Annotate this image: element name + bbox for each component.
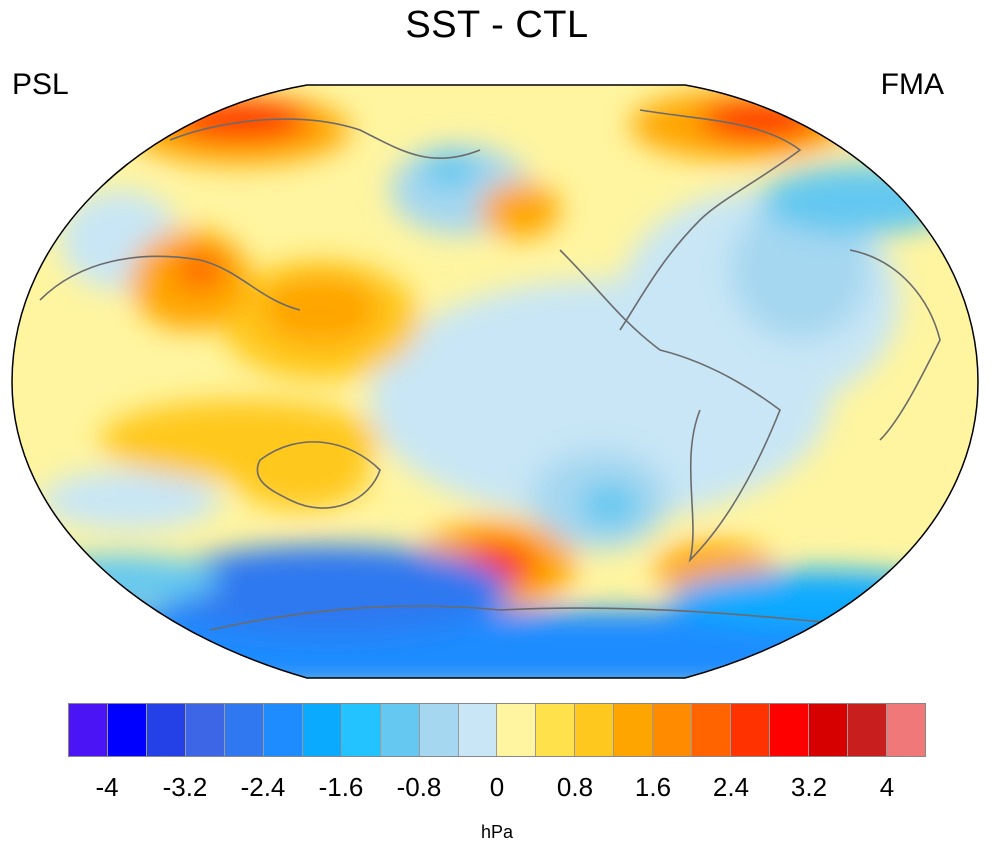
colorbar-tick-label: 3.2 [790, 772, 828, 802]
season-label: FMA [880, 68, 944, 101]
blob-se-pacific-core [580, 483, 640, 527]
coastline-australia [256, 441, 381, 509]
blob-southern-ocean-core-west [150, 545, 510, 635]
blob-labrador-negative [760, 165, 960, 235]
colorbar-tick-label: 1.6 [634, 772, 672, 802]
colorbar-swatch [341, 704, 381, 756]
colorbar-tick-label: 2.4 [712, 772, 750, 802]
blob-south-indian-negative [40, 470, 220, 530]
colorbar-swatch [497, 704, 537, 756]
variable-label: PSL [12, 68, 69, 101]
coastline-siberia [169, 118, 481, 159]
colorbar-swatch [224, 704, 264, 756]
blob-tibet-core [175, 252, 225, 288]
colorbar-swatch [731, 704, 771, 756]
colorbar-swatch [302, 704, 342, 756]
blob-nw-pacific-core [260, 275, 380, 345]
blob-bering-core [420, 152, 480, 188]
colorbar-swatch [380, 704, 420, 756]
colorbar-swatch [146, 704, 186, 756]
world-map [11, 84, 979, 679]
coastline-asia [39, 255, 301, 311]
colorbar-swatch [458, 704, 498, 756]
colorbar-swatch [575, 704, 615, 756]
map-border [11, 84, 979, 679]
colorbar [68, 703, 926, 757]
colorbar-swatch [653, 704, 693, 756]
colorbar-swatch [185, 704, 225, 756]
colorbar-swatch [848, 704, 888, 756]
colorbar-tick-label: -1.6 [318, 772, 364, 802]
colorbar-tick-label: 4 [879, 772, 895, 802]
colorbar-swatch [614, 704, 654, 756]
anomaly-blobs [12, 90, 978, 678]
units-label: hPa [480, 822, 514, 842]
coastline-africa [849, 249, 941, 441]
coastline-north-america [619, 109, 802, 331]
coastline-south-america [559, 249, 781, 563]
blob-australia-positive [230, 430, 370, 510]
colorbar-swatch [419, 704, 459, 756]
colorbar-tick-label: -0.8 [396, 772, 442, 802]
blob-southern-ocean-far-west [20, 555, 220, 605]
colorbar-swatch [770, 704, 810, 756]
colorbar-tick-label: -2.4 [240, 772, 286, 802]
colorbar-swatch [69, 704, 108, 756]
colorbar-tick-label: 0 [489, 772, 505, 802]
colorbar-tick-label: -3.2 [162, 772, 208, 802]
colorbar-swatch [692, 704, 732, 756]
colorbar-swatch [536, 704, 576, 756]
colorbar-swatch [887, 704, 925, 756]
colorbar-swatch [809, 704, 849, 756]
colorbar-tick-label: -4 [95, 772, 119, 802]
colorbar-swatch [263, 704, 303, 756]
colorbar-swatch [107, 704, 147, 756]
psl-anomaly-field [12, 85, 978, 678]
colorbar-tick-label: 0.8 [556, 772, 594, 802]
blob-alaska-positive [480, 182, 560, 238]
coastlines [39, 109, 961, 641]
figure-title: SST - CTL [405, 4, 589, 46]
blob-atlantic-core [730, 200, 870, 340]
blob-siberia-core [170, 100, 310, 140]
